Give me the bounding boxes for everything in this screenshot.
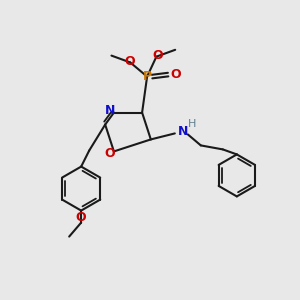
Text: N: N <box>105 104 115 117</box>
Text: O: O <box>124 55 135 68</box>
Text: N: N <box>178 125 188 138</box>
Text: H: H <box>188 119 196 129</box>
Text: P: P <box>142 70 152 83</box>
Text: O: O <box>105 147 115 160</box>
Text: O: O <box>171 68 182 81</box>
Text: O: O <box>152 49 163 62</box>
Text: O: O <box>76 211 86 224</box>
